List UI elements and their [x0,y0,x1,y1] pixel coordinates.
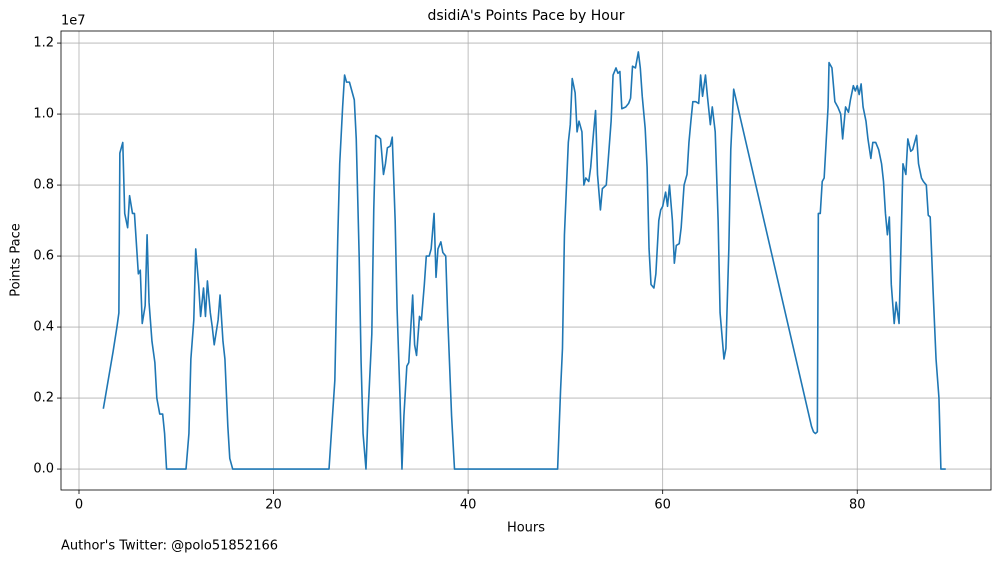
y-tick-label: 0.6 [33,249,54,264]
chart-title: dsidiA's Points Pace by Hour [427,8,624,24]
x-tick-label: 0 [75,498,83,513]
x-axis-label: Hours [507,521,545,536]
y-axis-label: Points Pace [9,223,24,297]
plot-frame [60,30,992,491]
data-line [102,51,946,470]
x-tick-label: 80 [849,498,866,513]
y-tick-label: 0.2 [33,391,54,406]
y-tick-label: 1.2 [33,36,54,51]
x-tick-label: 60 [654,498,671,513]
annotation: Author's Twitter: @polo51852166 [61,539,278,554]
y-tick-label: 0.0 [33,462,54,477]
y-offset-label: 1e7 [61,14,86,29]
y-tick-label: 1.0 [33,107,54,122]
x-tick-label: 40 [460,498,477,513]
x-tick-label: 20 [265,498,282,513]
y-tick-label: 0.8 [33,178,54,193]
y-tick-label: 0.4 [33,320,54,335]
